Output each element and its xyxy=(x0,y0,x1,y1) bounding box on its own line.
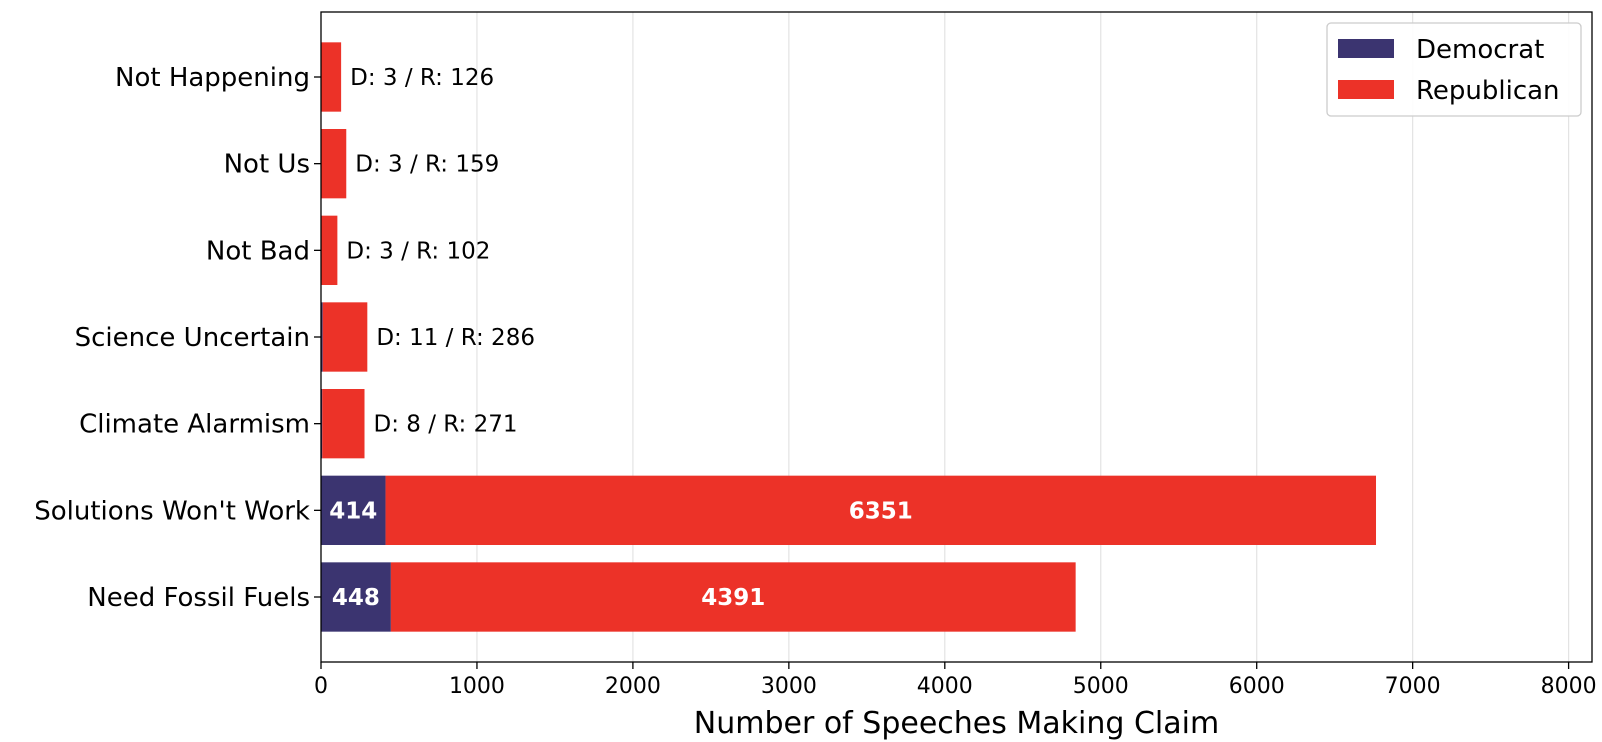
category-label: Solutions Won't Work xyxy=(34,496,310,526)
axes: 0 1000 2000 3000 4000 5000 6000 7000 8000 Not Hap… xyxy=(34,63,1596,699)
democrat-value-label: 448 xyxy=(332,585,380,611)
x-tick-label: 3000 xyxy=(761,674,817,699)
bar-republican xyxy=(321,42,342,112)
bar-annotation: D: 3 / R: 126 xyxy=(350,65,494,91)
legend: Democrat Republican xyxy=(1326,22,1582,117)
bar-annotation: D: 3 / R: 159 xyxy=(355,152,499,178)
x-tick-label: 1000 xyxy=(449,674,505,699)
legend-swatch xyxy=(1338,39,1394,58)
x-tick-label: 2000 xyxy=(605,674,661,699)
bar-annotation: D: 3 / R: 102 xyxy=(346,238,490,264)
x-tick-label: 4000 xyxy=(917,674,973,699)
category-label: Climate Alarmism xyxy=(79,410,310,440)
bar-democrat xyxy=(321,562,391,632)
x-tick-label: 6000 xyxy=(1229,674,1285,699)
bar-republican xyxy=(321,129,347,199)
category-label: Not Bad xyxy=(206,236,310,266)
x-tick-label: 7000 xyxy=(1385,674,1441,699)
bar-republican xyxy=(322,389,365,459)
x-tick-label: 0 xyxy=(314,674,328,699)
bar-annotation: D: 8 / R: 271 xyxy=(374,412,518,438)
bar-republican xyxy=(322,302,368,372)
bar-democrat xyxy=(321,302,323,372)
x-tick-label: 8000 xyxy=(1541,674,1597,699)
category-label: Not Happening xyxy=(115,63,310,93)
bar-annotation: D: 11 / R: 286 xyxy=(376,325,535,351)
republican-value-label: 6351 xyxy=(849,498,913,524)
legend-label: Republican xyxy=(1416,76,1560,106)
bar-republican xyxy=(385,475,1377,545)
bar-democrat xyxy=(321,475,386,545)
bar-labels: D: 3 / R: 126 D: 3 / R: 159 D: 3 / R: 102 D… xyxy=(329,65,913,611)
legend-label: Democrat xyxy=(1416,35,1544,65)
democrat-value-label: 414 xyxy=(329,498,377,524)
bar-republican xyxy=(390,562,1076,632)
gridlines xyxy=(476,12,1570,662)
x-tick-label: 5000 xyxy=(1073,674,1129,699)
category-label: Science Uncertain xyxy=(75,323,310,353)
x-axis-title: Number of Speeches Making Claim xyxy=(694,706,1219,741)
bar-republican xyxy=(321,215,338,285)
legend-swatch xyxy=(1338,80,1394,99)
category-label: Not Us xyxy=(224,150,310,180)
bars xyxy=(321,42,1377,632)
republican-value-label: 4391 xyxy=(701,585,765,611)
category-label: Need Fossil Fuels xyxy=(87,583,310,613)
